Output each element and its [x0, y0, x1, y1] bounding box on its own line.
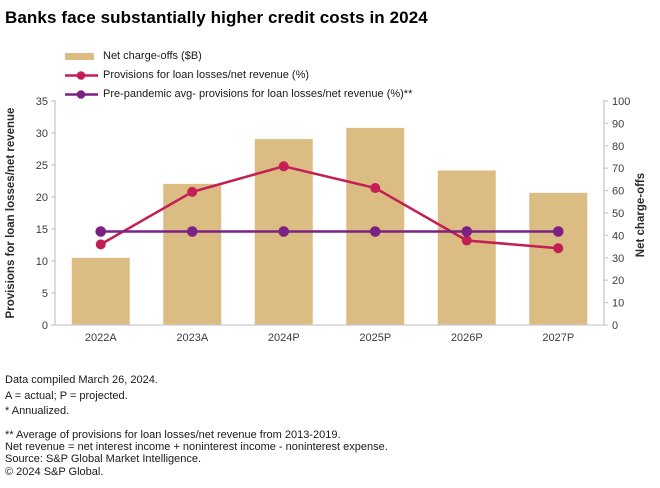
provisions-line — [100, 164, 559, 250]
left-tick-label: 30 — [36, 128, 48, 140]
footnote-line-1: A = actual; P = projected. — [5, 390, 128, 402]
right-tick-label: 100 — [612, 96, 630, 108]
provisions-point-2026P — [461, 235, 472, 246]
left-tick-label: 5 — [42, 288, 48, 300]
right-tick-label: 30 — [612, 253, 624, 265]
right-axis-title: Net charge-offs — [635, 173, 647, 257]
right-tick-label: 40 — [612, 230, 624, 242]
bar-2026P — [437, 170, 496, 325]
right-tick-label: 10 — [612, 298, 624, 310]
x-axis-label-2027P: 2027P — [542, 332, 574, 344]
right-tick-label: 90 — [612, 118, 624, 130]
legend-label: Pre-pandemic avg- provisions for loan lo… — [103, 88, 413, 100]
footnote-line-5: Source: S&P Global Market Intelligence. — [5, 453, 202, 465]
footnote-line-6: © 2024 S&P Global. — [5, 466, 104, 478]
prepandemic-point-2026P — [461, 226, 473, 237]
bar-2027P — [529, 192, 588, 325]
provisions-point-2027P — [553, 243, 564, 254]
left-tick-label: 15 — [36, 224, 48, 236]
provisions-point-2022A — [95, 239, 106, 250]
left-tick-label: 0 — [42, 320, 48, 332]
left-axis-title: Provisions for loan losses/net revenue — [5, 108, 17, 319]
left-tick-label: 10 — [36, 256, 48, 268]
x-axis-label-2023A: 2023A — [176, 332, 208, 344]
chart-legend: Net charge-offs ($B) Provisions for loan … — [65, 50, 412, 100]
footnote-line-3: ** Average of provisions for loan losses… — [5, 429, 341, 441]
right-tick-label: 80 — [612, 141, 624, 153]
legend-item-1: Provisions for loan losses/net revenue (… — [65, 69, 412, 81]
right-tick-label: 0 — [612, 320, 618, 332]
footnote-line-2: * Annualized. — [5, 405, 70, 417]
legend-item-0: Net charge-offs ($B) — [65, 50, 412, 62]
legend-bar-swatch-icon — [65, 52, 94, 60]
provisions-point-2024P — [278, 161, 289, 172]
left-tick-label: 35 — [36, 96, 48, 108]
prepandemic-point-2022A — [95, 226, 107, 237]
combo-chart: 0 5 10 15 20 25 30 35 0 10 20 30 40 50 60 70 80 90 100 2022… — [5, 96, 647, 344]
provisions-point-2023A — [187, 186, 198, 197]
prepandemic-point-2027P — [552, 226, 564, 237]
right-tick-label: 60 — [612, 186, 624, 198]
legend-label: Provisions for loan losses/net revenue (… — [103, 69, 310, 81]
right-tick-label: 20 — [612, 275, 624, 287]
x-axis-label-2024P: 2024P — [268, 332, 300, 344]
provisions-point-2025P — [370, 183, 381, 194]
prepandemic-point-2023A — [186, 226, 198, 237]
bar-2022A — [71, 257, 130, 325]
left-tick-label: 25 — [36, 160, 48, 172]
x-axis-label-2022A: 2022A — [85, 332, 117, 344]
bar-2023A — [163, 183, 222, 325]
left-tick-label: 20 — [36, 192, 48, 204]
x-axis-label-2025P: 2025P — [359, 332, 391, 344]
prepandemic-point-2025P — [369, 226, 381, 237]
right-tick-label: 70 — [612, 163, 624, 175]
footnote-line-4: Net revenue = net interest income + noni… — [5, 441, 388, 453]
footnote-line-0: Data compiled March 26, 2024. — [5, 374, 158, 386]
prepandemic-point-2024P — [278, 226, 290, 237]
legend-line-swatch-icon — [65, 89, 98, 99]
legend-item-2: Pre-pandemic avg- provisions for loan lo… — [65, 88, 412, 100]
x-axis-label-2026P: 2026P — [451, 332, 483, 344]
legend-label: Net charge-offs ($B) — [103, 50, 202, 62]
legend-line-swatch-icon — [65, 70, 98, 80]
chart-title: Banks face substantially higher credit c… — [5, 8, 428, 27]
right-tick-label: 50 — [612, 208, 624, 220]
